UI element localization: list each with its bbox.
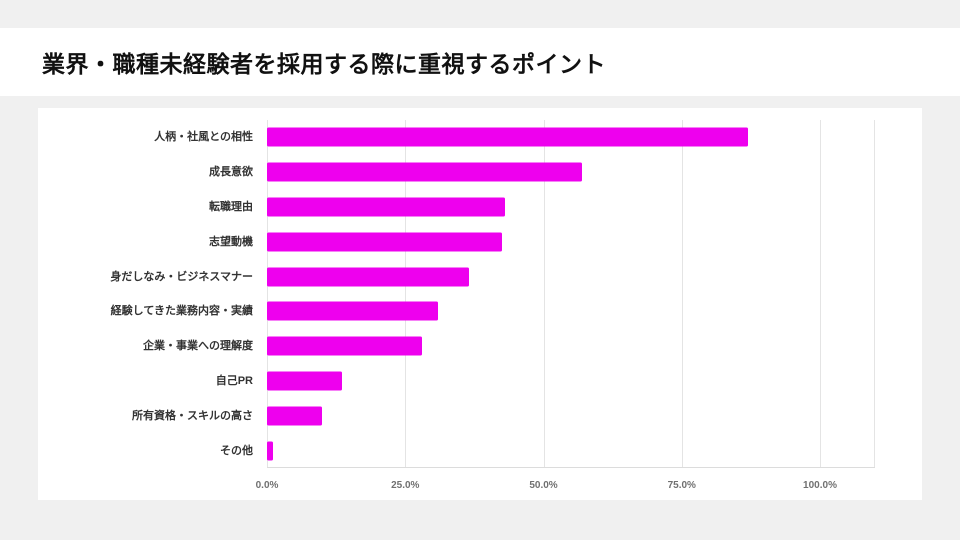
x-tick-label: 25.0% bbox=[391, 480, 420, 491]
bar-row bbox=[267, 433, 875, 468]
bar bbox=[267, 127, 749, 147]
bar-row bbox=[267, 224, 875, 259]
header: 業界・職種未経験者を採用する際に重視するポイント bbox=[0, 28, 960, 96]
category-label: 企業・事業への理解度 bbox=[143, 340, 253, 353]
category-label: 経験してきた業務内容・実績 bbox=[110, 305, 253, 318]
chart-card: 人柄・社風との相性成長意欲転職理由志望動機身だしなみ・ビジネスマナー 経験してきた… bbox=[38, 108, 922, 500]
bar bbox=[267, 441, 273, 461]
bar-row bbox=[267, 294, 875, 329]
bar bbox=[267, 232, 503, 252]
category-label: 身だしなみ・ビジネスマナー bbox=[110, 270, 253, 283]
category-label: その他 bbox=[220, 444, 253, 457]
gridline bbox=[681, 120, 683, 467]
x-tick-label: 75.0% bbox=[667, 480, 696, 491]
bar bbox=[267, 336, 422, 356]
category-label: 人柄・社風との相性 bbox=[154, 131, 253, 144]
bar-row bbox=[267, 364, 875, 399]
gridline bbox=[267, 120, 268, 467]
bar bbox=[267, 301, 439, 321]
category-label: 自己PR bbox=[215, 374, 253, 387]
page-title: 業界・職種未経験者を採用する際に重視するポイント bbox=[42, 51, 606, 77]
bar-row bbox=[267, 398, 875, 433]
category-label: 転職理由 bbox=[209, 200, 253, 213]
bar bbox=[267, 406, 323, 426]
bar bbox=[267, 162, 583, 182]
bar-row bbox=[267, 120, 875, 155]
category-label: 志望動機 bbox=[209, 235, 253, 248]
bar-row bbox=[267, 329, 875, 364]
x-axis: 0.0% 25.0% 50.0% 75.0% 100.0% bbox=[256, 476, 875, 494]
x-tick-label: 100.0% bbox=[803, 480, 837, 491]
gridline bbox=[405, 120, 407, 467]
category-label: 所有資格・スキルの高さ bbox=[132, 409, 253, 422]
bar-row bbox=[267, 259, 875, 294]
bar-chart-plot-area bbox=[267, 120, 875, 468]
bar bbox=[267, 267, 469, 287]
category-label: 成長意欲 bbox=[209, 166, 253, 179]
bar bbox=[267, 371, 342, 391]
x-tick-label: 0.0% bbox=[255, 480, 279, 491]
gridline bbox=[820, 120, 821, 467]
bar-row bbox=[267, 190, 875, 225]
x-tick-label: 50.0% bbox=[529, 480, 558, 491]
bar bbox=[267, 197, 505, 217]
bar-row bbox=[267, 155, 875, 190]
plot-right-border bbox=[874, 120, 875, 467]
gridline bbox=[543, 120, 545, 467]
